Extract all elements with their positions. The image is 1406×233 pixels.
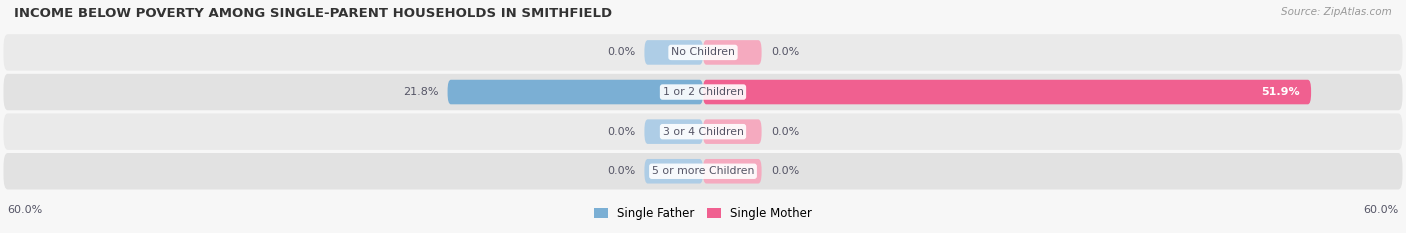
Text: 60.0%: 60.0% [1364, 205, 1399, 215]
FancyBboxPatch shape [644, 40, 703, 65]
Text: 1 or 2 Children: 1 or 2 Children [662, 87, 744, 97]
Text: Source: ZipAtlas.com: Source: ZipAtlas.com [1281, 7, 1392, 17]
FancyBboxPatch shape [3, 34, 1403, 71]
FancyBboxPatch shape [644, 159, 703, 184]
Text: 0.0%: 0.0% [770, 166, 799, 176]
FancyBboxPatch shape [703, 119, 762, 144]
Text: INCOME BELOW POVERTY AMONG SINGLE-PARENT HOUSEHOLDS IN SMITHFIELD: INCOME BELOW POVERTY AMONG SINGLE-PARENT… [14, 7, 612, 20]
Text: 5 or more Children: 5 or more Children [652, 166, 754, 176]
FancyBboxPatch shape [3, 153, 1403, 189]
FancyBboxPatch shape [703, 80, 1312, 104]
Text: 0.0%: 0.0% [607, 48, 636, 57]
FancyBboxPatch shape [447, 80, 703, 104]
FancyBboxPatch shape [703, 159, 762, 184]
Legend: Single Father, Single Mother: Single Father, Single Mother [589, 202, 817, 225]
Text: 0.0%: 0.0% [770, 127, 799, 137]
Text: 51.9%: 51.9% [1261, 87, 1299, 97]
Text: 21.8%: 21.8% [402, 87, 439, 97]
FancyBboxPatch shape [703, 40, 762, 65]
FancyBboxPatch shape [3, 74, 1403, 110]
Text: No Children: No Children [671, 48, 735, 57]
Text: 0.0%: 0.0% [770, 48, 799, 57]
Text: 60.0%: 60.0% [7, 205, 42, 215]
FancyBboxPatch shape [3, 113, 1403, 150]
FancyBboxPatch shape [644, 119, 703, 144]
Text: 3 or 4 Children: 3 or 4 Children [662, 127, 744, 137]
Text: 0.0%: 0.0% [607, 127, 636, 137]
Text: 0.0%: 0.0% [607, 166, 636, 176]
